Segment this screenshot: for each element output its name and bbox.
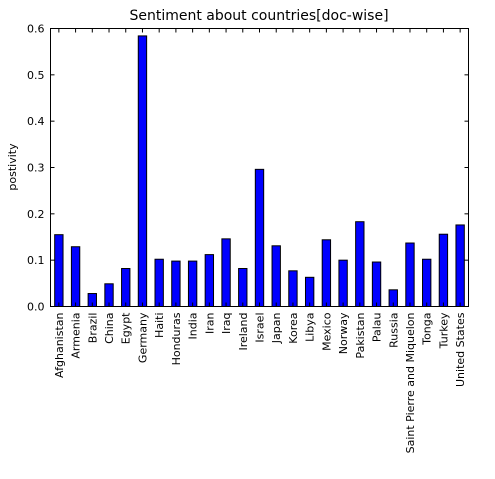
chart-title: Sentiment about countries[doc-wise]	[129, 8, 388, 24]
x-tick-label: Libya	[304, 313, 317, 342]
bar-germany	[137, 35, 148, 307]
x-tick-label: Iraq	[220, 313, 233, 335]
x-tick-label: Honduras	[170, 312, 183, 365]
y-axis-ticks: 0.0 0.1 0.2 0.3 0.4 0.5 0.6	[27, 23, 469, 314]
x-tick-label: Saint Pierre and Miquelon	[404, 312, 417, 453]
x-tick-label: Palau	[371, 313, 384, 343]
bar-afghanistan	[54, 234, 64, 307]
bar-iran	[204, 254, 215, 307]
bar-israel	[254, 168, 265, 307]
bar-tonga	[422, 258, 432, 307]
bar-saint-pierre-and-miquelon	[405, 242, 415, 308]
x-tick-label: Armenia	[70, 313, 83, 359]
y-tick-label: 0.6	[27, 23, 45, 36]
bar-iraq	[221, 238, 231, 308]
y-tick-label: 0.2	[27, 208, 45, 221]
x-tick-label: Egypt	[120, 312, 133, 344]
x-axis-ticks: Afghanistan Armenia Brazil China Egypt German…	[53, 28, 467, 453]
bar-japan	[271, 245, 281, 308]
x-tick-label: Brazil	[86, 313, 99, 344]
x-tick-label: United States	[454, 312, 467, 387]
y-tick-label: 0.4	[27, 115, 45, 128]
bar-ireland	[238, 268, 248, 308]
x-tick-label: Norway	[337, 312, 350, 354]
bar-india	[187, 260, 198, 307]
bar-armenia	[70, 246, 81, 307]
x-tick-label: India	[187, 313, 200, 340]
bar-turkey	[438, 233, 449, 307]
x-tick-label: Ireland	[237, 313, 250, 351]
x-tick-label: Pakistan	[354, 312, 367, 358]
x-tick-label: Russia	[387, 313, 400, 348]
bar-palau	[371, 261, 382, 307]
x-tick-label: Afghanistan	[53, 312, 66, 378]
x-tick-label: Israel	[254, 313, 267, 343]
bar-honduras	[171, 260, 181, 307]
bar-pakistan	[355, 221, 365, 308]
bar-libya	[304, 276, 315, 307]
y-tick-label: 0.1	[27, 254, 45, 267]
bar-mexico	[321, 239, 332, 307]
x-tick-label: Iran	[203, 312, 216, 334]
bar-united-states	[455, 224, 465, 307]
y-tick-label: 0.0	[27, 301, 45, 314]
x-tick-label: Mexico	[320, 312, 333, 351]
y-tick-label: 0.3	[27, 162, 45, 175]
y-tick-label: 0.5	[27, 69, 45, 82]
x-tick-label: China	[103, 313, 116, 344]
bar-haiti	[154, 258, 164, 307]
x-tick-label: Turkey	[437, 312, 450, 349]
bar-egypt	[121, 268, 131, 308]
x-tick-label: Japan	[270, 312, 283, 344]
x-tick-label: Haiti	[153, 313, 166, 338]
bars-group	[54, 35, 465, 308]
bar-korea	[288, 270, 298, 308]
bar-norway	[338, 259, 348, 308]
x-tick-label: Korea	[287, 313, 300, 344]
x-tick-label: Germany	[136, 312, 149, 363]
y-axis-label: postivity	[6, 143, 19, 191]
x-tick-label: Tonga	[421, 313, 434, 346]
